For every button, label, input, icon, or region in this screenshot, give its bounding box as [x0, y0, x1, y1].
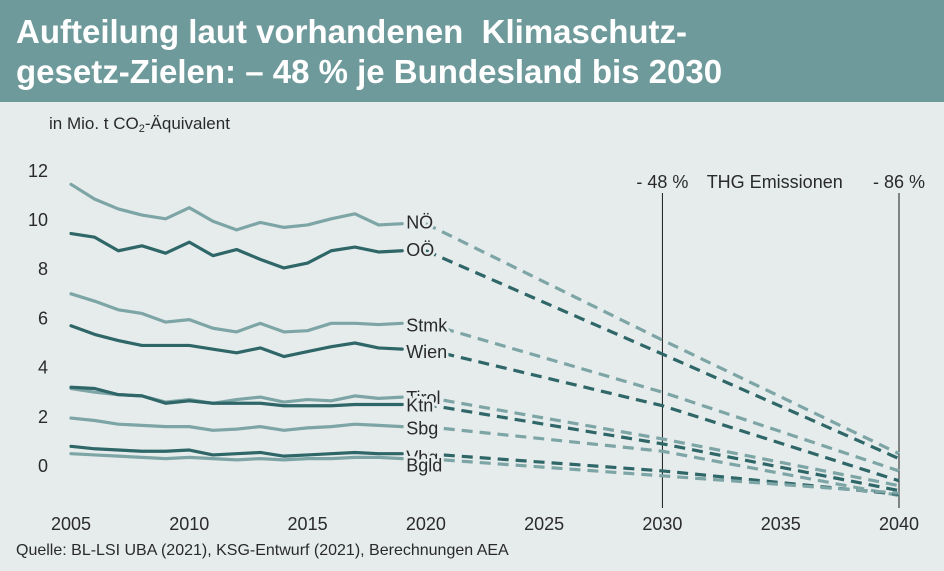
unit-prefix: in Mio. t CO [49, 114, 139, 133]
series-label-NÖ: NÖ [406, 213, 433, 233]
series-line-NÖ [69, 182, 404, 232]
series-label-Tirol: Tirol [406, 388, 440, 408]
x-tick-label: 2040 [879, 514, 919, 534]
reference-label: - 86 % [873, 172, 925, 192]
x-tick-label: 2025 [524, 514, 564, 534]
projection-line-Bgld [425, 457, 900, 495]
series-label-OÖ: OÖ [406, 240, 434, 260]
y-tick-label: 8 [38, 259, 48, 279]
x-tick-label: 2020 [406, 514, 446, 534]
series-line-Vbg [69, 444, 404, 458]
series-line-Wien [69, 324, 404, 359]
series-line-Bgld [69, 452, 404, 462]
y-tick-label: 0 [38, 456, 48, 476]
title-line-2: gesetz-Zielen: – 48 % je Bundesland bis … [16, 53, 723, 90]
y-tick-label: 4 [38, 358, 48, 378]
x-tick-label: 2005 [51, 514, 91, 534]
projection-line-Stmk [425, 321, 900, 473]
series-label-Stmk: Stmk [406, 315, 448, 335]
series-label-Ktn: Ktn [406, 396, 433, 416]
projection-line-Sbg [425, 425, 900, 498]
y-axis-unit-label: in Mio. t CO2-Äquivalent [49, 114, 230, 135]
series-label-Vbg: Vbg [406, 448, 438, 468]
projection-line-NÖ [425, 222, 900, 456]
y-tick-label: 10 [28, 210, 48, 230]
projection-line-OÖ [425, 249, 900, 461]
series-label-Wien: Wien [406, 342, 447, 362]
projection-line-Vbg [425, 452, 900, 496]
x-tick-label: 2030 [642, 514, 682, 534]
annotation-label: THG Emissionen [707, 172, 843, 192]
projection-line-Tirol [425, 395, 900, 488]
title-line-1: Aufteilung laut vorhandenen Klimaschutz- [16, 13, 688, 50]
series-label-Bgld: Bgld [406, 456, 442, 476]
chart-title: Aufteilung laut vorhandenen Klimaschutz-… [16, 12, 926, 92]
series-line-Ktn [69, 385, 404, 408]
projection-line-Ktn [425, 402, 900, 493]
series-label-Sbg: Sbg [406, 419, 438, 439]
unit-suffix: -Äquivalent [144, 114, 230, 133]
projection-line-Wien [425, 347, 900, 483]
title-bar: Aufteilung laut vorhandenen Klimaschutz-… [0, 0, 944, 102]
y-tick-label: 6 [38, 308, 48, 328]
y-tick-label: 12 [28, 161, 48, 181]
x-tick-label: 2015 [288, 514, 328, 534]
series-line-Stmk [69, 292, 404, 334]
x-tick-label: 2035 [761, 514, 801, 534]
series-line-OÖ [69, 231, 404, 270]
reference-label: - 48 % [636, 172, 688, 192]
x-tick-label: 2010 [169, 514, 209, 534]
y-tick-label: 2 [38, 407, 48, 427]
series-line-Sbg [69, 416, 404, 432]
source-note: Quelle: BL-LSI UBA (2021), KSG-Entwurf (… [16, 542, 509, 559]
unit-subscript: 2 [138, 123, 145, 135]
